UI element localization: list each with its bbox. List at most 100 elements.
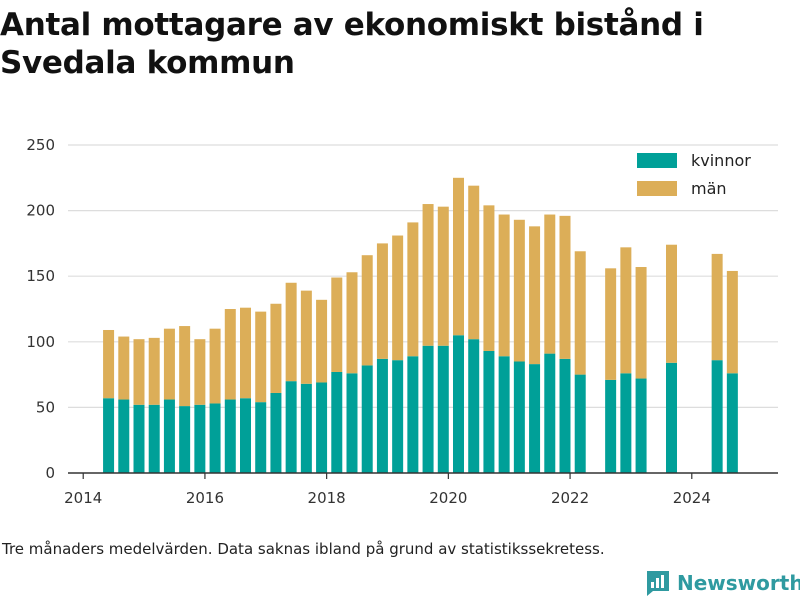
bar-man [179,326,191,407]
bar-kvinnor [133,404,145,473]
bars [103,177,738,473]
bar-kvinnor [544,353,556,473]
y-tick-label: 100 [26,333,55,351]
bar-man [620,247,632,374]
bar-man [422,204,434,346]
bar-man [148,337,160,405]
bar-man [453,177,464,336]
legend-swatch-man [637,181,677,196]
bar-kvinnor [224,399,236,473]
bar-kvinnor [726,373,738,473]
bar-kvinnor [163,399,175,473]
bar-man [605,268,617,380]
bar-kvinnor [179,406,191,473]
x-tick-label: 2022 [551,489,589,507]
x-axis: 2014 2016 2018 2020 2022 2024 [64,472,778,507]
bar-kvinnor [392,360,404,473]
bar-man [437,206,449,346]
bar-kvinnor [605,379,617,473]
bar-man [285,282,297,382]
bar-kvinnor [194,404,206,473]
bar-kvinnor [468,339,480,473]
bar-kvinnor [331,371,343,473]
bar-man [163,328,175,400]
y-tick-label: 50 [36,398,55,416]
footnote: Tre månaders medelvärden. Data saknas ib… [2,540,605,558]
bar-man [270,303,282,393]
legend-label: kvinnor [691,151,751,170]
bar-kvinnor [209,403,221,473]
bar-man [300,290,312,384]
bar-kvinnor [300,383,312,473]
y-tick-label: 250 [26,136,55,154]
bar-kvinnor [666,362,677,473]
bar-kvinnor [498,356,510,473]
bar-man [529,226,541,365]
bar-man [376,243,388,359]
bar-man [103,329,115,399]
chart-title: Antal mottagare av ekonomiskt bistånd i … [0,7,704,81]
bar-kvinnor [361,365,373,473]
y-tick-label: 200 [26,202,55,220]
bar-kvinnor [620,373,632,473]
bar-man [331,277,343,372]
bar-kvinnor [513,361,525,473]
x-tick-label: 2020 [429,489,467,507]
bar-chart-logo-icon [647,571,669,596]
newsworthy-logo[interactable]: Newsworthy [645,567,800,599]
legend-swatch-kvinnor [637,153,677,168]
bar-man [468,185,480,340]
bar-kvinnor [316,382,328,473]
legend-label: män [691,179,727,198]
bar-man [316,299,328,383]
logo-text: Newsworthy [677,571,800,595]
bar-kvinnor [529,364,541,473]
bar-kvinnor [376,358,388,473]
bar-man [240,307,251,399]
bar-man [255,311,267,403]
bar-kvinnor [559,358,571,473]
bar-man [544,214,556,354]
bar-kvinnor [148,404,160,473]
bar-kvinnor [255,402,267,473]
bar-kvinnor [422,345,434,473]
y-tick-label: 150 [26,267,55,285]
bar-kvinnor [118,399,130,473]
bar-man [498,214,510,357]
bar-kvinnor [574,374,586,473]
stacked-bar-chart: 0 50 100 150 200 250 2014 2016 2018 2020 2022 2024… [26,136,778,507]
bar-man [483,205,495,351]
bar-man [392,235,404,361]
bar-kvinnor [240,398,251,473]
bar-man [407,222,419,357]
bar-man [209,328,221,404]
bar-kvinnor [285,381,297,473]
bar-man [346,272,358,374]
bar-kvinnor [711,360,723,473]
bar-man [711,253,723,361]
bar-kvinnor [483,350,495,473]
bar-man [133,339,145,405]
bar-kvinnor [453,335,464,473]
bar-man [361,255,373,366]
x-tick-label: 2016 [186,489,224,507]
y-tick-label: 0 [45,464,55,482]
bar-man [574,251,586,375]
bar-kvinnor [346,373,358,473]
bar-man [726,270,738,374]
bar-man [559,215,571,359]
bar-kvinnor [437,345,449,473]
bar-man [194,339,206,405]
bar-man [224,309,236,400]
x-tick-label: 2014 [64,489,102,507]
bar-man [513,219,525,362]
bar-kvinnor [407,356,419,473]
bar-kvinnor [270,392,282,473]
bar-kvinnor [635,378,647,473]
bar-man [635,267,647,379]
x-tick-label: 2024 [673,489,711,507]
bar-kvinnor [103,398,115,473]
x-tick-label: 2018 [308,489,346,507]
bar-man [666,244,677,363]
y-axis-ticks: 0 50 100 150 200 250 [26,136,55,482]
